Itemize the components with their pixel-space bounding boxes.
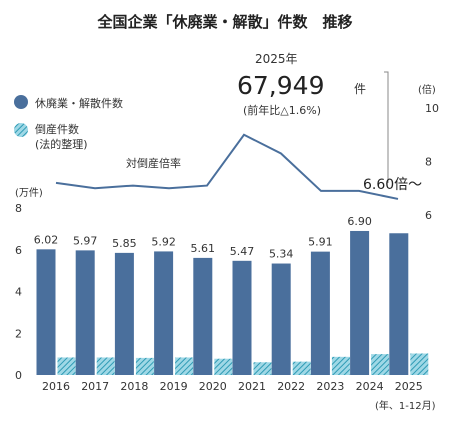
- bar-bankruptcies: [253, 362, 272, 375]
- right-axis-tick-label: 8: [425, 156, 432, 169]
- x-axis-tick-label: 2018: [120, 380, 148, 393]
- left-axis-unit: (万件): [15, 187, 43, 199]
- bar-value-label: 5.91: [308, 236, 333, 249]
- x-axis-tick-label: 2021: [238, 380, 266, 393]
- x-axis-tick-label: 2022: [277, 380, 305, 393]
- bar-closures: [114, 252, 134, 375]
- bar-value-label: 5.47: [230, 245, 255, 258]
- x-axis-tick-label: 2020: [199, 380, 227, 393]
- bar-closures: [310, 251, 330, 375]
- x-axis-tick-label: 2025: [395, 380, 423, 393]
- left-axis-tick-label: 8: [15, 202, 22, 215]
- line-series-ratio: [55, 133, 399, 200]
- legend-label-bankruptcies-sub: (法的整理): [35, 137, 88, 151]
- annotation-count: 67,949: [237, 71, 324, 100]
- bar-bankruptcies: [371, 354, 390, 375]
- right-axis-tick-label: 10: [425, 102, 439, 115]
- bar-value-label: 5.92: [151, 235, 176, 248]
- bar-value-label: 5.34: [269, 248, 294, 261]
- bar-closures: [75, 250, 95, 375]
- x-axis-tick-label: 2023: [316, 380, 344, 393]
- bar-closures: [193, 257, 213, 375]
- legend-marker-closures: [14, 95, 28, 109]
- bar-bankruptcies: [135, 357, 154, 375]
- bar-value-label: 5.97: [73, 234, 98, 247]
- right-axis-unit: (倍): [418, 83, 436, 96]
- legend-label-closures: 休廃業・解散件数: [35, 96, 123, 110]
- bar-bankruptcies: [410, 353, 429, 375]
- right-axis-tick-label: 6: [425, 209, 432, 222]
- legend-marker-bankruptcies: [14, 123, 28, 137]
- bar-closures: [232, 260, 252, 375]
- annotation-bracket: [384, 71, 389, 183]
- bar-bankruptcies: [214, 358, 233, 375]
- bar-value-label: 5.61: [191, 242, 216, 255]
- left-axis-tick-label: 4: [15, 286, 22, 299]
- bar-closures: [154, 251, 174, 375]
- annotation-ratio: 6.60倍～: [363, 177, 422, 193]
- bar-closures: [36, 249, 56, 375]
- legend-label-bankruptcies: 倒産件数: [35, 123, 79, 136]
- bar-bankruptcies: [331, 356, 350, 375]
- left-axis-tick-label: 2: [15, 327, 22, 340]
- bar-closures: [271, 263, 291, 375]
- left-axis-tick-label: 0: [15, 369, 22, 382]
- left-axis-tick-label: 6: [15, 244, 22, 257]
- x-axis-tick-label: 2016: [42, 380, 70, 393]
- bar-bankruptcies: [96, 357, 115, 375]
- annotation-year: 2025年: [255, 52, 298, 66]
- x-axis-tick-label: 2019: [160, 380, 188, 393]
- annotation-yoy: (前年比△1.6%): [243, 103, 321, 117]
- bar-value-label: 6.02: [34, 233, 59, 246]
- bar-bankruptcies: [57, 357, 76, 375]
- chart-title: 全国企業「休廃業・解散」件数 推移: [96, 13, 352, 31]
- x-axis-tick-label: 2024: [356, 380, 384, 393]
- x-axis-tick-label: 2017: [81, 380, 109, 393]
- bar-value-label: 5.85: [112, 237, 137, 250]
- bar-closures: [350, 230, 370, 375]
- bar-closures: [389, 233, 409, 375]
- bar-value-label: 6.90: [347, 215, 372, 228]
- bar-bankruptcies: [175, 357, 194, 375]
- line-series-label: 対倒産倍率: [126, 156, 181, 170]
- bar-bankruptcies: [292, 361, 311, 375]
- annotation-count-unit: 件: [354, 82, 366, 96]
- x-axis-unit-note: (年、1-12月): [375, 399, 436, 412]
